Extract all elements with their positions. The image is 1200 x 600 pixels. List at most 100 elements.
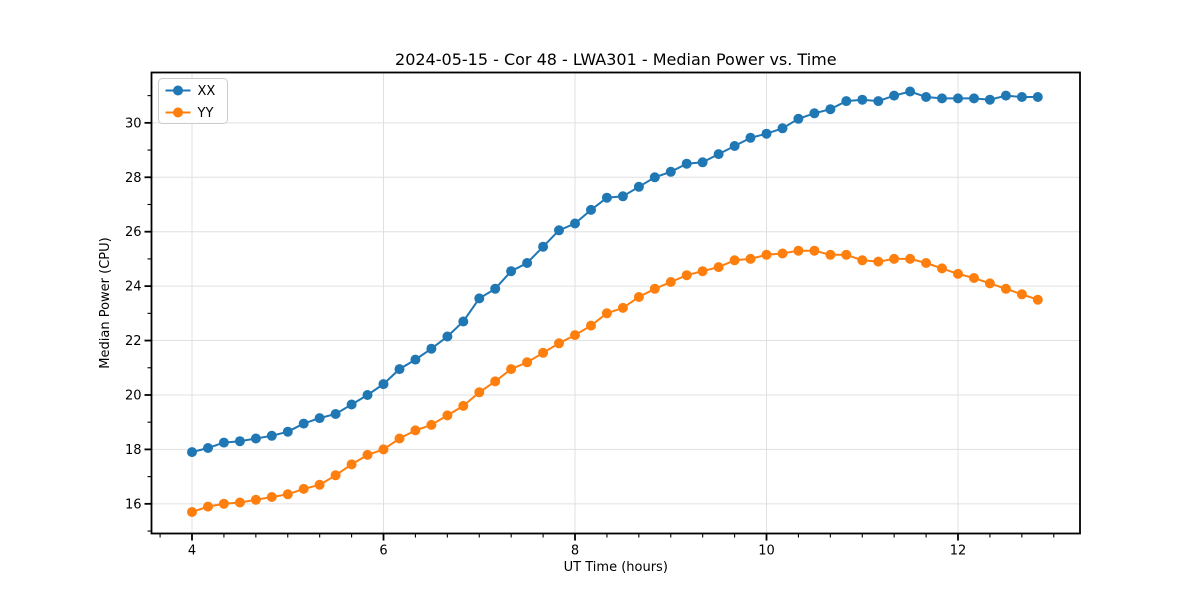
series-yy-marker <box>665 277 676 287</box>
series-yy-marker <box>1000 283 1011 294</box>
series-yy-marker <box>937 263 947 274</box>
series-yy-line <box>191 249 1039 513</box>
series-xx-marker <box>937 93 947 104</box>
series-xx-marker <box>825 104 836 115</box>
legend: XX YY <box>158 78 228 124</box>
y-axis-tick-label: 28 <box>125 171 142 186</box>
series-xx-marker <box>777 123 788 134</box>
series-xx-marker <box>426 343 437 354</box>
series-yy-marker <box>282 489 293 500</box>
series-xx-line <box>191 90 1038 454</box>
legend-item-label: YY <box>197 106 214 121</box>
plot-border <box>150 71 1081 535</box>
series-xx-marker <box>1016 92 1027 102</box>
series-xx-marker <box>921 92 932 102</box>
series-xx-marker <box>314 413 325 424</box>
legend-swatch-marker <box>173 107 183 118</box>
series-yy-marker <box>617 302 628 313</box>
series-xx-marker <box>266 430 277 441</box>
series-xx-marker <box>617 191 628 202</box>
legend-box <box>158 78 228 124</box>
series-xx-marker <box>234 436 245 447</box>
series-yy-marker <box>458 400 469 411</box>
series-yy-marker <box>362 449 373 460</box>
series-yy-marker <box>410 425 421 436</box>
x-axis-tick-label: 12 <box>950 544 967 559</box>
series-xx-marker <box>474 293 485 304</box>
series-yy-marker <box>426 419 437 430</box>
series-xx-marker <box>713 149 724 160</box>
y-axis-tick-label: 24 <box>125 280 142 295</box>
axes-layer <box>144 71 1081 541</box>
series-xx-marker <box>969 93 979 104</box>
series-yy-marker <box>538 347 549 358</box>
series-yy-marker <box>793 245 804 256</box>
series-xx-marker <box>697 157 708 168</box>
series-yy-marker <box>570 330 580 341</box>
series-yy-marker <box>729 255 740 266</box>
series-xx-marker <box>570 218 580 229</box>
series-yy-marker <box>809 245 820 256</box>
y-axis-tick-label: 16 <box>125 497 142 512</box>
series-yy-marker <box>218 498 229 509</box>
legend-item-label: XX <box>198 84 216 99</box>
series-xx-marker <box>729 141 740 151</box>
series-yy-marker <box>969 273 979 283</box>
series-xx-marker <box>873 96 884 107</box>
series-yy-marker <box>681 270 692 281</box>
series-xx-marker <box>298 418 309 429</box>
x-axis-tick-label: 10 <box>758 544 775 559</box>
series-yy-marker <box>777 248 788 259</box>
series-xx-marker <box>362 390 373 400</box>
y-axis-tick-label: 30 <box>125 116 142 131</box>
series-xx-marker <box>953 93 963 104</box>
series-xx-marker <box>1032 92 1043 102</box>
series-yy-marker <box>250 494 261 505</box>
series-yy-marker <box>314 479 325 490</box>
series-yy-marker <box>266 492 277 502</box>
x-axis-tick-label: 6 <box>379 544 387 559</box>
series-yy-marker <box>1032 294 1043 305</box>
series-yy-marker <box>378 444 389 455</box>
x-axis-tick-label: 4 <box>188 544 196 559</box>
series-yy-marker <box>697 266 708 277</box>
series-yy-marker <box>298 483 309 494</box>
chart-title: 2024-05-15 - Cor 48 - LWA301 - Median Po… <box>395 50 837 69</box>
series-yy-marker <box>825 249 836 260</box>
series-xx-marker <box>665 166 676 177</box>
series-xx-marker <box>410 354 421 365</box>
y-axis-tick-label: 18 <box>125 443 142 458</box>
series-xx-marker <box>889 90 900 101</box>
series-yy-marker <box>522 357 533 368</box>
series-xx-marker <box>793 113 804 124</box>
series-yy-marker <box>187 507 197 517</box>
series-xx-marker <box>250 433 261 444</box>
series-xx-marker <box>809 108 820 119</box>
series-yy-marker <box>234 497 245 508</box>
series-yy-marker <box>713 262 724 273</box>
series-yy-marker <box>841 249 852 260</box>
series-xx-marker <box>442 331 453 342</box>
series-xx-marker <box>586 204 596 215</box>
series-xx-marker <box>282 426 293 437</box>
series-yy-marker <box>346 459 357 470</box>
series-xx-marker <box>681 158 692 169</box>
series-xx-marker <box>187 447 197 458</box>
series-yy-marker <box>442 410 453 421</box>
series-yy-marker <box>857 255 868 266</box>
series-yy-marker <box>601 308 612 319</box>
series-xx-marker <box>394 364 405 375</box>
y-axis-tick-label: 26 <box>125 225 142 240</box>
series-yy-marker <box>554 338 564 349</box>
grid-layer <box>151 72 1080 534</box>
series-yy-marker <box>474 387 485 398</box>
series-xx-marker <box>905 86 916 97</box>
series-yy-marker <box>873 256 884 267</box>
series-xx-marker <box>330 409 341 419</box>
series-xx-marker <box>601 192 612 203</box>
series-yy-marker <box>1016 289 1027 300</box>
series-yy-marker <box>586 320 596 331</box>
series-xx-marker <box>633 181 644 192</box>
